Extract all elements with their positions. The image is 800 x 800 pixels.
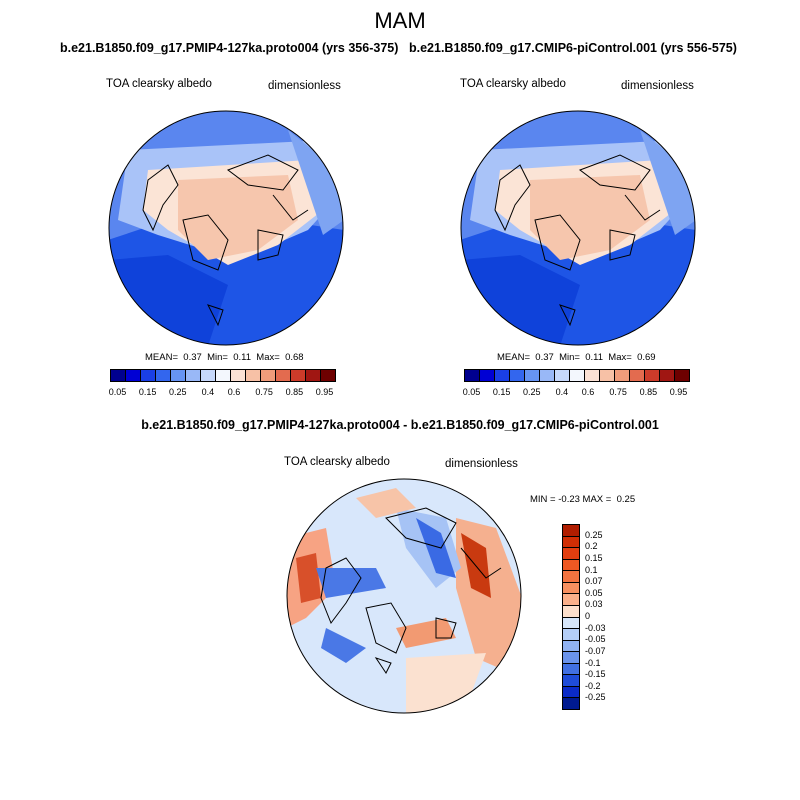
right-units-label: dimensionless	[621, 80, 694, 92]
right-case-title: b.e21.B1850.f09_g17.CMIP6-piControl.001 …	[409, 41, 737, 55]
colorbar-swatch	[465, 370, 480, 381]
right-variable-label: TOA clearsky albedo	[460, 78, 566, 90]
colorbar-tick-label: 0.05	[585, 587, 603, 598]
left-case-title: b.e21.B1850.f09_g17.PMIP4-127ka.proto004…	[60, 41, 399, 55]
colorbar-swatch	[645, 370, 660, 381]
colorbar-swatch	[216, 370, 231, 381]
colorbar-tick-label: -0.05	[585, 634, 606, 645]
colorbar-swatch	[201, 370, 216, 381]
colorbar-swatch	[600, 370, 615, 381]
colorbar-swatch	[231, 370, 246, 381]
colorbar-tick-label: 0.2	[585, 541, 598, 552]
colorbar-swatch	[525, 370, 540, 381]
right-polar-map	[460, 110, 696, 346]
left-units-label: dimensionless	[268, 80, 341, 92]
colorbar-tick-label: 0.05	[462, 387, 481, 397]
right-colorbar	[464, 369, 690, 382]
diff-stats: MIN = -0.23 MAX = 0.25	[530, 494, 636, 505]
colorbar-swatch	[246, 370, 261, 381]
colorbar-swatch	[563, 582, 579, 595]
colorbar-swatch	[291, 370, 306, 381]
colorbar-swatch	[585, 370, 600, 381]
season-title: MAM	[374, 8, 426, 33]
colorbar-swatch	[563, 629, 579, 641]
colorbar-swatch	[111, 370, 126, 381]
left-colorbar	[110, 369, 336, 382]
colorbar-swatch	[563, 594, 579, 606]
colorbar-swatch	[306, 370, 321, 381]
colorbar-tick-label: 0.4	[555, 387, 569, 397]
colorbar-swatch	[276, 370, 291, 381]
colorbar-swatch	[186, 370, 201, 381]
colorbar-swatch	[563, 675, 579, 687]
colorbar-tick-label: 0.15	[585, 552, 603, 563]
difference-title: b.e21.B1850.f09_g17.PMIP4-127ka.proto004…	[141, 418, 659, 432]
left-variable-label: TOA clearsky albedo	[106, 78, 212, 90]
colorbar-tick-label: -0.15	[585, 669, 606, 680]
colorbar-swatch	[563, 617, 579, 630]
colorbar-tick-label: -0.03	[585, 622, 606, 633]
colorbar-swatch	[495, 370, 510, 381]
colorbar-tick-label: 0.85	[285, 387, 304, 397]
diff-units-label: dimensionless	[445, 458, 518, 470]
colorbar-tick-label: 0.75	[609, 387, 627, 397]
colorbar-swatch	[563, 698, 579, 709]
colorbar-tick-label: 0.95	[315, 387, 334, 397]
colorbar-tick-label: 0.4	[201, 387, 215, 397]
colorbar-swatch	[563, 548, 579, 560]
colorbar-tick-label: 0.95	[669, 387, 688, 397]
left-polar-map	[108, 110, 344, 346]
colorbar-swatch	[510, 370, 525, 381]
colorbar-swatch	[126, 370, 141, 381]
colorbar-swatch	[156, 370, 171, 381]
colorbar-tick-label: 0.75	[255, 387, 273, 397]
colorbar-swatch	[563, 652, 579, 664]
colorbar-tick-label: 0.25	[585, 529, 603, 540]
colorbar-tick-label: 0.25	[523, 387, 541, 397]
colorbar-swatch	[141, 370, 156, 381]
colorbar-swatch	[563, 686, 579, 699]
colorbar-tick-label: 0.03	[585, 599, 603, 610]
colorbar-tick-label: 0.07	[585, 576, 603, 587]
colorbar-swatch	[660, 370, 675, 381]
colorbar-swatch	[563, 559, 579, 572]
colorbar-swatch	[563, 663, 579, 676]
colorbar-tick-label: 0.15	[138, 387, 157, 397]
difference-colorbar	[562, 524, 580, 710]
colorbar-tick-label: -0.2	[585, 680, 601, 691]
colorbar-tick-label: 0.6	[581, 387, 595, 397]
colorbar-swatch	[540, 370, 555, 381]
colorbar-tick-label: 0.05	[108, 387, 127, 397]
colorbar-tick-label: 0.85	[639, 387, 658, 397]
colorbar-tick-label: 0.15	[492, 387, 511, 397]
left-stats: MEAN= 0.37 Min= 0.11 Max= 0.68	[145, 352, 304, 363]
right-stats: MEAN= 0.37 Min= 0.11 Max= 0.69	[497, 352, 656, 363]
colorbar-tick-label: 0	[585, 611, 591, 621]
colorbar-swatch	[675, 370, 689, 381]
colorbar-tick-label: -0.25	[585, 692, 606, 703]
colorbar-swatch	[563, 640, 579, 653]
colorbar-tick-label: 0.6	[227, 387, 241, 397]
colorbar-tick-label: 0.25	[169, 387, 187, 397]
colorbar-swatch	[171, 370, 186, 381]
colorbar-tick-label: 0.1	[585, 564, 598, 575]
colorbar-swatch	[321, 370, 335, 381]
colorbar-swatch	[563, 571, 579, 583]
colorbar-swatch	[555, 370, 570, 381]
diff-variable-label: TOA clearsky albedo	[284, 456, 390, 468]
colorbar-swatch	[480, 370, 495, 381]
difference-polar-map	[286, 478, 522, 714]
colorbar-swatch	[570, 370, 585, 381]
colorbar-tick-label: -0.1	[585, 657, 601, 668]
colorbar-swatch	[563, 525, 579, 537]
colorbar-swatch	[563, 605, 579, 618]
colorbar-swatch	[630, 370, 645, 381]
colorbar-swatch	[615, 370, 630, 381]
colorbar-tick-label: -0.07	[585, 645, 606, 656]
colorbar-swatch	[563, 536, 579, 549]
colorbar-swatch	[261, 370, 276, 381]
